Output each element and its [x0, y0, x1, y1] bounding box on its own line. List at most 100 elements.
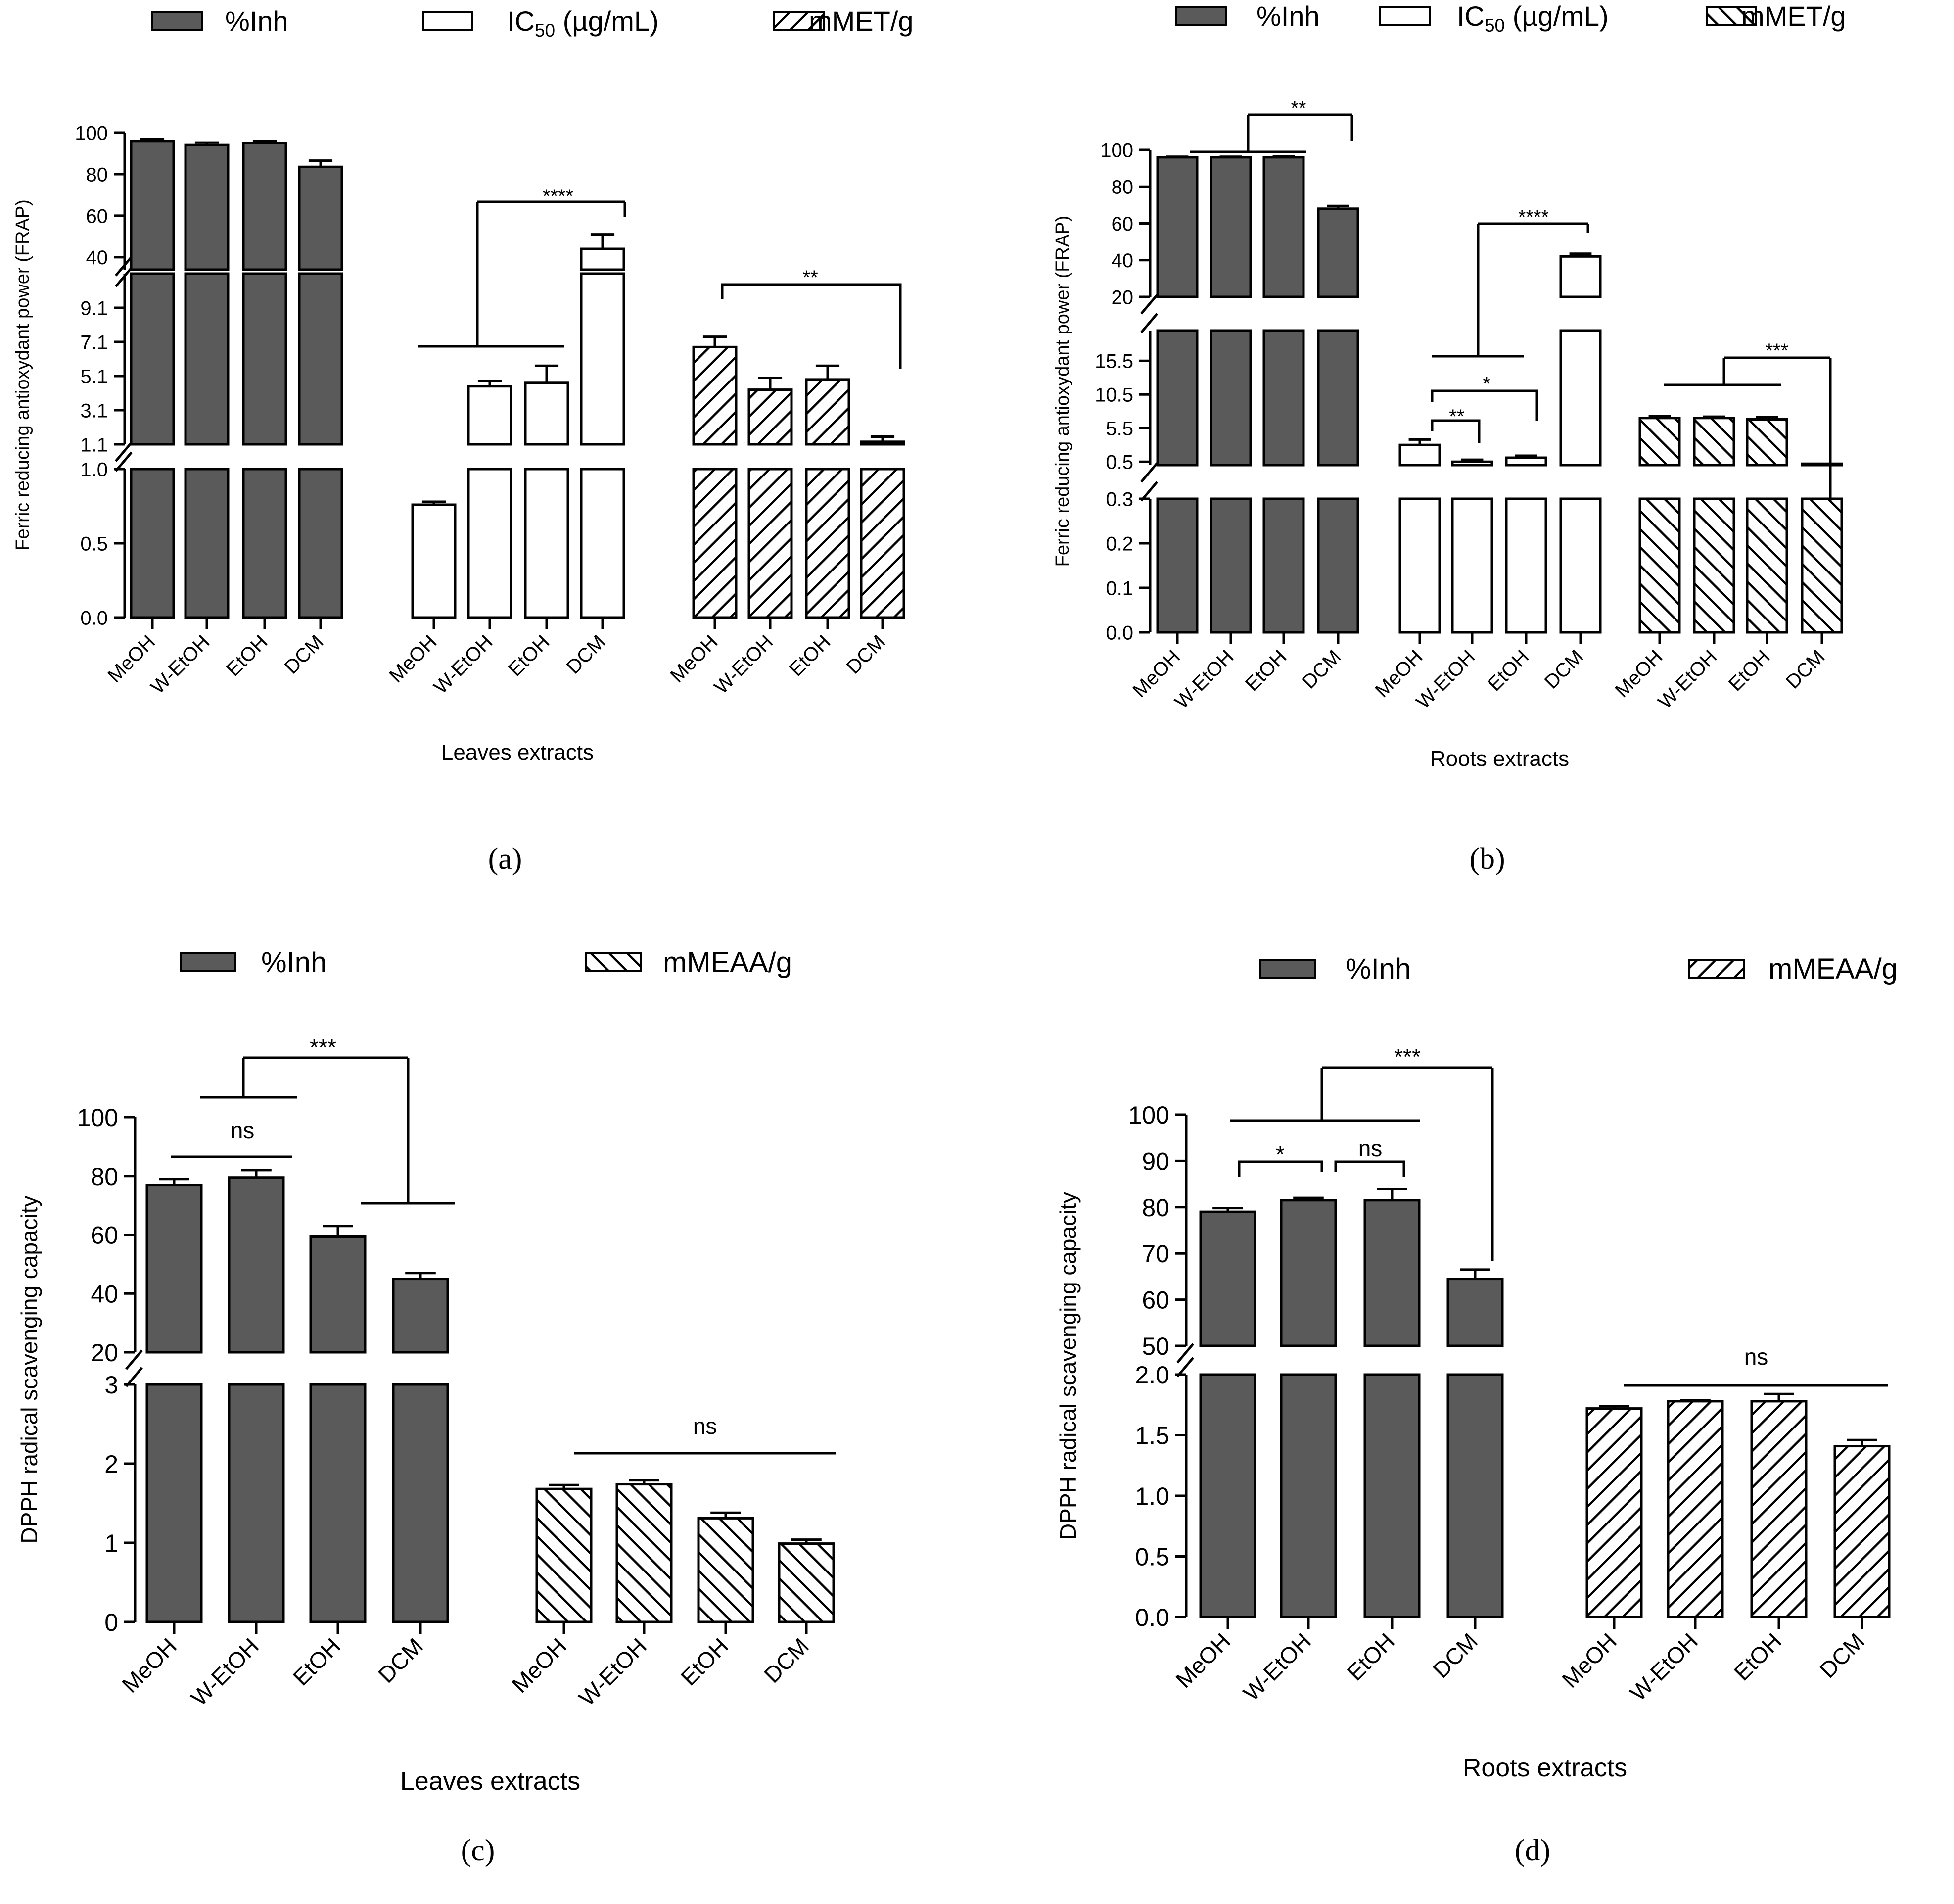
significance-label: ns — [1358, 1136, 1383, 1161]
y-axis-title: DPPH radical scavenging capacity — [1055, 1192, 1081, 1540]
x-tick-label: EtOH — [222, 631, 272, 680]
legend-a: %Inh IC50 (µg/mL) mMET/g — [151, 5, 914, 41]
legend-swatch — [1688, 959, 1745, 979]
bar — [467, 468, 512, 619]
bar — [1693, 417, 1735, 467]
x-axis-title: Roots extracts — [1463, 1754, 1627, 1782]
bar — [860, 468, 905, 619]
legend-label: IC50 (µg/mL) — [1457, 0, 1609, 36]
y-tick-label: 5.1 — [80, 366, 108, 387]
axis-break — [1176, 1343, 1194, 1364]
legend-label: %Inh — [225, 5, 288, 37]
x-tick-label: DCM — [1298, 646, 1346, 693]
x-tick-label: DCM — [1540, 646, 1588, 693]
y-tick-label: 0.1 — [1106, 577, 1133, 599]
bar — [1262, 156, 1305, 298]
x-tick-label: MeOH — [1170, 1628, 1235, 1693]
x-tick-label: W-EtOH — [574, 1633, 651, 1711]
y-axis-title: DPPH radical scavenging capacity — [16, 1195, 42, 1543]
axis-break — [125, 1367, 143, 1387]
bar — [130, 140, 175, 271]
significance-label: **** — [1518, 206, 1549, 228]
x-axis-title: Leaves extracts — [441, 740, 594, 764]
bar — [1156, 497, 1199, 634]
x-tick-label: W-EtOH — [1170, 646, 1238, 713]
bar — [1446, 1278, 1504, 1347]
significance-d: * ns *** ns — [1230, 1044, 1888, 1387]
bar — [467, 385, 512, 446]
bar — [1833, 1445, 1891, 1618]
legend-swatch — [585, 952, 642, 972]
bar — [1801, 497, 1843, 634]
bar — [697, 1517, 754, 1623]
bar — [805, 468, 850, 619]
bar — [242, 272, 287, 446]
bar — [1363, 1199, 1421, 1347]
y-tick-label: 60 — [1142, 1286, 1169, 1314]
bar — [1262, 329, 1305, 467]
x-tick-label: EtOH — [1729, 1628, 1786, 1685]
y-tick-label: 0.3 — [1106, 488, 1133, 510]
y-tick-label: 0.0 — [80, 607, 108, 629]
bar — [778, 1542, 835, 1623]
x-tick-label: DCM — [280, 631, 328, 678]
significance-label: **** — [543, 186, 573, 207]
legend-swatch — [1259, 959, 1316, 979]
significance-label: ns — [1744, 1344, 1768, 1370]
y-tick-label: 9.1 — [80, 297, 108, 319]
bar — [1210, 329, 1252, 467]
bar — [1280, 1199, 1337, 1347]
significance-bracket — [1334, 1160, 1405, 1177]
bar — [1746, 418, 1788, 467]
x-tick-label: DCM — [759, 1633, 814, 1688]
legend-swatch — [180, 952, 236, 972]
legend-swatch — [1175, 6, 1227, 26]
significance-label: ns — [231, 1117, 255, 1143]
x-tick-label: W-EtOH — [710, 631, 777, 698]
x-tick-label: W-EtOH — [429, 631, 497, 698]
bar — [1559, 329, 1602, 467]
panel-label: (b) — [1469, 842, 1505, 876]
y-tick-label: 0 — [104, 1609, 118, 1636]
y-tick-label: 1.0 — [1135, 1482, 1169, 1510]
legend-label: IC50 (µg/mL) — [507, 5, 659, 41]
x-tick-label: MeOH — [507, 1633, 571, 1698]
bar — [242, 142, 287, 271]
axis-break — [125, 1349, 143, 1370]
chart-panel-a: %Inh IC50 (µg/mL) mMET/g 0.0 0.5 1.0 1.1 3.1 5.1… — [12, 5, 914, 876]
y-tick-label: 100 — [1128, 1101, 1169, 1129]
legend-swatch — [773, 11, 825, 31]
x-tick-label: DCM — [842, 631, 890, 678]
bar — [130, 272, 175, 446]
bar — [1398, 497, 1441, 634]
legend-c: %Inh mMEAA/g — [180, 947, 792, 979]
x-tick-label: EtOH — [1724, 646, 1774, 695]
bars-c: MeOH W-EtOH EtOH DCM MeOH W-EtOH EtOH DCM — [117, 1169, 835, 1711]
legend-swatch — [151, 11, 203, 31]
x-tick-label: EtOH — [504, 631, 554, 680]
y-tick-label: 0.0 — [1106, 622, 1133, 644]
y-tick-label: 100 — [77, 1104, 118, 1132]
significance-bracket — [721, 283, 902, 369]
y-tick-label: 60 — [86, 205, 108, 227]
y-tick-label: 1.1 — [80, 434, 108, 456]
y-tick-label: 1.5 — [1135, 1422, 1169, 1450]
bar — [535, 1487, 593, 1623]
y-tick-label: 80 — [1142, 1194, 1169, 1222]
axis-break — [115, 451, 133, 472]
y-tick-label: 40 — [86, 247, 108, 269]
x-tick-label: EtOH — [785, 631, 835, 680]
axis-break — [115, 267, 133, 287]
x-tick-label: W-EtOH — [1238, 1628, 1316, 1706]
bar — [392, 1278, 449, 1354]
y-tick-label: 20 — [91, 1339, 118, 1367]
bar — [692, 468, 738, 619]
x-tick-label: W-EtOH — [1412, 646, 1479, 713]
y-tick-label: 2 — [104, 1450, 118, 1478]
legend-label: %Inh — [1346, 953, 1411, 985]
y-axis-title: Ferric reducing antioxydant power (FRAP) — [12, 199, 33, 551]
y-tick-label: 20 — [1112, 286, 1134, 308]
